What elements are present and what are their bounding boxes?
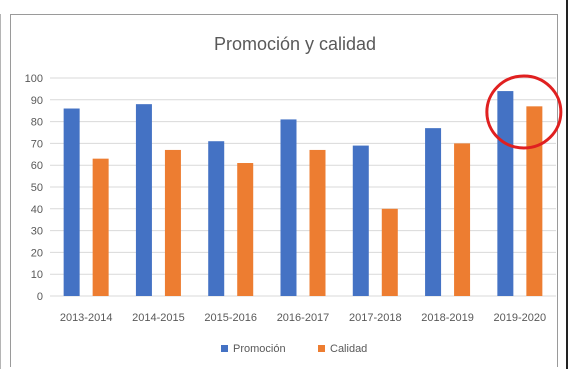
y-tick-label: 50 <box>31 182 43 194</box>
chart-title: Promoción y calidad <box>214 34 376 54</box>
y-tick-label: 60 <box>31 160 43 172</box>
y-tick-label: 0 <box>37 291 43 303</box>
bar-calidad-2014-2015 <box>164 149 181 296</box>
legend: Promoción Calidad <box>221 343 367 355</box>
bar-calidad-2017-2018 <box>381 208 398 296</box>
legend-swatch <box>221 345 228 352</box>
y-axis-ticks: 0 10 20 30 40 50 60 70 80 90 100 <box>25 73 43 303</box>
y-tick-label: 70 <box>31 138 43 150</box>
x-tick-label: 2015-2016 <box>204 312 257 324</box>
bar-calidad-2016-2017 <box>309 149 326 296</box>
bar-calidad-2018-2019 <box>454 143 471 296</box>
y-tick-label: 10 <box>31 269 43 281</box>
x-axis-ticks: 2013-2014 2014-2015 2015-2016 2016-2017 2017… <box>60 312 546 324</box>
x-tick-label: 2017-2018 <box>349 312 402 324</box>
y-tick-label: 100 <box>25 73 43 85</box>
legend-label: Promoción <box>233 343 286 355</box>
y-tick-label: 30 <box>31 226 43 238</box>
y-tick-label: 20 <box>31 247 43 259</box>
highlight-circle <box>485 74 563 150</box>
bar-promocion-2019-2020 <box>497 91 514 296</box>
bar-promocion-2014-2015 <box>135 104 152 296</box>
bar-calidad-2013-2014 <box>92 158 109 296</box>
x-tick-label: 2013-2014 <box>60 312 113 324</box>
bar-promocion-2016-2017 <box>280 119 297 296</box>
annotations <box>485 74 563 150</box>
legend-swatch <box>318 345 325 352</box>
bar-promocion-2013-2014 <box>63 108 80 297</box>
bar-promocion-2018-2019 <box>425 128 442 296</box>
page-right-border <box>566 0 568 369</box>
bar-promocion-2017-2018 <box>352 145 369 296</box>
x-tick-label: 2014-2015 <box>132 312 185 324</box>
x-tick-label: 2018-2019 <box>421 312 474 324</box>
y-tick-label: 40 <box>31 204 43 216</box>
bars <box>63 91 543 297</box>
legend-label: Calidad <box>330 343 367 355</box>
page-left-border <box>0 14 1 369</box>
bar-calidad-2019-2020 <box>526 106 543 296</box>
y-tick-label: 80 <box>31 117 43 129</box>
bar-calidad-2015-2016 <box>237 163 254 296</box>
gridlines <box>50 77 556 297</box>
x-tick-label: 2019-2020 <box>494 312 547 324</box>
y-tick-label: 90 <box>31 95 43 107</box>
bar-promocion-2015-2016 <box>208 141 225 296</box>
x-tick-label: 2016-2017 <box>277 312 330 324</box>
